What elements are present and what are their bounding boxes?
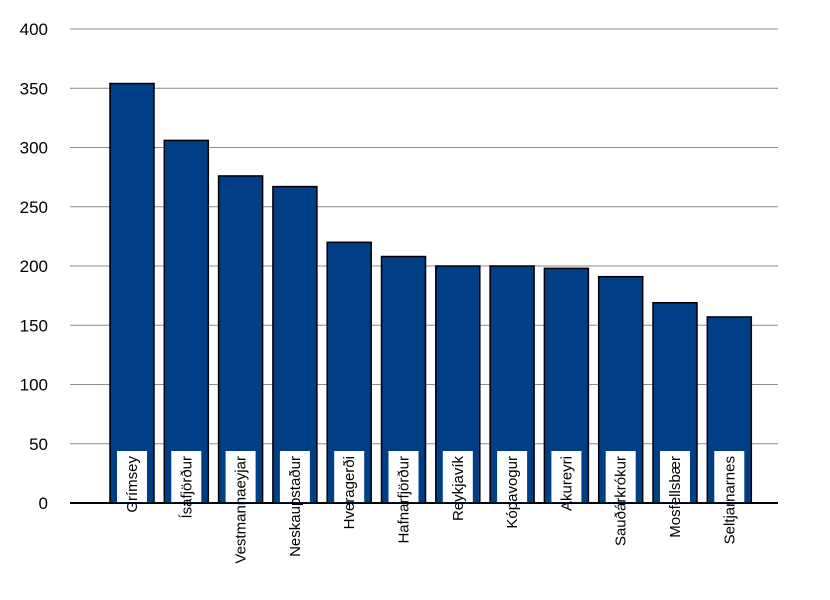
y-tick-label: 200 xyxy=(20,257,48,276)
bar-label-box xyxy=(279,451,310,502)
y-axis: 0 50 100 150 200 250 300 350 400 xyxy=(20,20,48,513)
x-category-label: Kópavogur xyxy=(504,456,521,529)
x-category-label: Hafnarfjörður xyxy=(396,456,413,544)
x-category-label: Grímsey xyxy=(124,456,141,513)
x-category-label: Seltjarnarnes xyxy=(721,456,738,544)
x-category-label: Hveragerði xyxy=(341,456,358,529)
bar xyxy=(109,82,155,504)
bar-label-box xyxy=(497,451,528,502)
bar-label-box xyxy=(225,451,256,502)
y-tick-label: 150 xyxy=(20,316,48,335)
bar-label-box xyxy=(714,451,745,502)
x-category-label: Reykjavík xyxy=(450,456,467,522)
category-labels: Grímsey Ísafjörður Vestmannaeyjar Neskaupst… xyxy=(117,451,745,564)
x-category-label: Vestmannaeyjar xyxy=(233,456,250,564)
bar-label-box xyxy=(171,451,202,502)
x-category-label: Neskaupstaður xyxy=(287,456,304,557)
y-tick-label: 250 xyxy=(20,198,48,217)
y-tick-label: 350 xyxy=(20,79,48,98)
x-category-label: Sauðárkrókur xyxy=(613,456,630,546)
bar-label-box xyxy=(660,451,690,502)
bar-label-box xyxy=(605,451,636,502)
x-category-label: Mosfellsbær xyxy=(667,456,684,538)
y-tick-label: 50 xyxy=(29,435,48,454)
y-tick-label: 400 xyxy=(20,20,48,39)
bars xyxy=(109,82,753,504)
x-category-label: Akureyri xyxy=(558,456,575,511)
bar xyxy=(163,139,210,504)
bar-label-box xyxy=(334,451,365,502)
y-tick-label: 0 xyxy=(39,494,48,513)
bar xyxy=(272,185,318,504)
bar xyxy=(217,175,264,504)
bar-label-box xyxy=(551,451,582,502)
bar-label-box xyxy=(388,451,419,502)
y-tick-label: 300 xyxy=(20,139,48,158)
bar-label-box xyxy=(117,451,147,502)
y-tick-label: 100 xyxy=(20,376,48,395)
x-category-label: Ísafjörður xyxy=(178,456,195,519)
bar-label-box xyxy=(442,451,473,502)
